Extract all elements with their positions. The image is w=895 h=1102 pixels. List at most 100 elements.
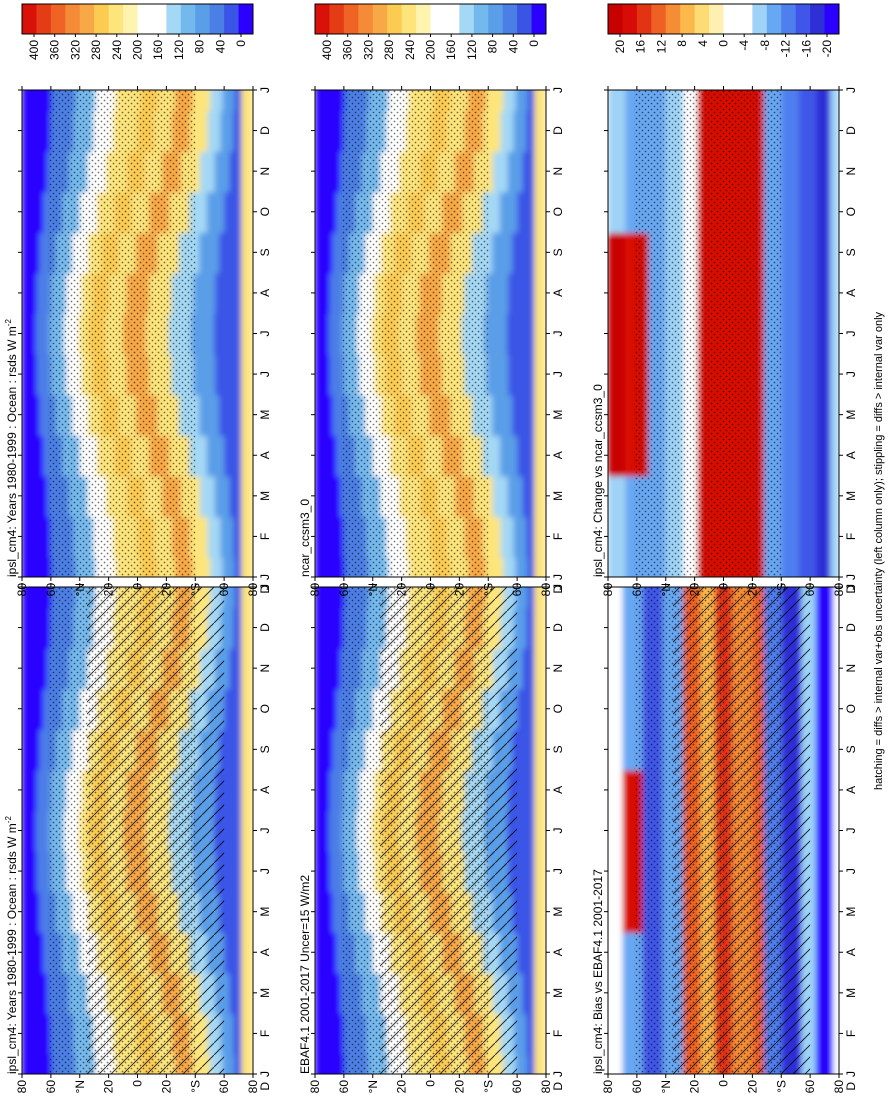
heatmap-cell — [526, 1013, 535, 1055]
heatmap-cell — [503, 556, 516, 577]
heatmap-cell — [199, 394, 219, 436]
month-tick-label: J — [551, 371, 565, 377]
colorbar-swatch — [22, 4, 37, 34]
heatmap-cell — [534, 475, 546, 518]
lat-tick-label: 60 — [44, 583, 58, 597]
lat-tick-label: 20 — [395, 1080, 409, 1094]
heatmap-cell — [517, 434, 535, 477]
heatmap-cell — [781, 272, 799, 315]
heatmap-cell — [241, 353, 253, 396]
heatmap-cell — [798, 191, 816, 234]
heatmap-cell — [526, 110, 535, 152]
month-tick-label: N — [844, 167, 858, 176]
colorbar-tick-label: -20 — [820, 40, 834, 58]
heatmap-cell — [815, 394, 831, 436]
heatmap-cell — [522, 150, 535, 193]
colorbar-tick-label: 16 — [634, 40, 648, 54]
month-tick-label: J — [258, 584, 272, 590]
heatmap-cell — [315, 90, 345, 112]
heatmap-cell — [527, 587, 535, 609]
heatmap-cell — [241, 729, 253, 771]
heatmap-cell — [241, 607, 253, 649]
colorbar-swatch — [151, 4, 167, 34]
heatmap-cell — [222, 90, 235, 112]
colorbar-swatch — [430, 4, 446, 34]
heatmap-cell — [833, 607, 839, 649]
heatmap-cell — [781, 516, 799, 558]
lat-tick-label: 60 — [630, 1080, 644, 1094]
colorbar-tick-label: 120 — [465, 40, 479, 60]
colorbar-swatch — [372, 4, 388, 34]
heatmap-cell — [534, 394, 546, 436]
month-tick-label: M — [844, 410, 858, 420]
heatmap-cell — [22, 556, 52, 577]
heatmap-cell — [224, 931, 242, 974]
panel-title: EBAF4.1 2001-2017 Uncer=15 W/m2 — [298, 875, 312, 1074]
colorbar-swatch — [50, 4, 66, 34]
month-tick-label: J — [258, 574, 272, 580]
colorbar-swatch — [387, 4, 403, 34]
lat-tick-label: 60 — [803, 583, 817, 597]
month-tick-label: M — [258, 907, 272, 917]
colorbar-swatch — [766, 4, 782, 34]
heatmap-cell — [192, 556, 211, 577]
month-tick-label: D — [551, 623, 565, 632]
heatmap-cell — [781, 232, 799, 274]
heatmap-cell — [241, 972, 253, 1015]
heatmap-cell — [22, 394, 40, 436]
heatmap-cell — [833, 688, 839, 731]
heatmap-cell — [608, 394, 626, 436]
heatmap-cell — [507, 475, 523, 518]
heatmap-cell — [234, 1053, 242, 1074]
month-tick-label: J — [551, 868, 565, 874]
heatmap-cell — [781, 150, 799, 193]
month-tick-label: D — [551, 126, 565, 135]
month-tick-label: F — [844, 1030, 858, 1037]
month-tick-label: N — [844, 664, 858, 673]
colorbar-tick-label: 120 — [172, 40, 186, 60]
month-tick-label: M — [551, 988, 565, 998]
heatmap-cell — [503, 90, 516, 112]
heatmap-cell — [241, 191, 253, 234]
heatmap-cell — [193, 272, 216, 315]
heatmap-cell — [608, 232, 626, 274]
month-tick-label: J — [844, 1071, 858, 1077]
heatmap-cell — [241, 769, 253, 812]
heatmap-cell — [214, 150, 230, 193]
month-start-label: D — [844, 1082, 858, 1091]
month-tick-label: J — [844, 331, 858, 337]
month-tick-label: N — [258, 664, 272, 673]
colorbar-top-right: 400 360 320 280 240 200 160 120 80 40 0 — [21, 3, 254, 60]
lat-tick-label: 0 — [131, 1080, 145, 1087]
panels-layer: 80 60 °N 20 0 20 °S 60 80JFMAMJJASONDJDipsl_cm4:… — [4, 3, 858, 1094]
heatmap-cell — [534, 931, 546, 974]
lat-tick-label: °N — [73, 583, 87, 596]
month-tick-label: S — [551, 745, 565, 753]
heatmap-cell — [513, 110, 527, 152]
month-tick-label: M — [844, 907, 858, 917]
month-tick-label: A — [844, 786, 858, 794]
heatmap-cell — [534, 90, 546, 112]
colorbar-swatch — [224, 4, 240, 34]
lat-tick-label: 20 — [395, 583, 409, 597]
heatmap-cell — [815, 475, 831, 518]
heatmap-cell — [815, 90, 831, 112]
colorbar-tick-label: 20 — [613, 40, 627, 54]
heatmap-cell — [608, 475, 626, 518]
heatmap-cell — [315, 850, 330, 893]
colorbar-swatch — [709, 4, 724, 34]
month-tick-label: A — [551, 948, 565, 956]
heatmap-cell — [22, 516, 51, 558]
heatmap-cell — [534, 850, 546, 893]
heatmap-cell — [522, 475, 535, 518]
hatching-overlay — [672, 587, 811, 1074]
heatmap-cell — [506, 313, 535, 355]
colorbar-swatch — [343, 4, 359, 34]
heatmap-cell — [315, 931, 337, 974]
heatmap-cell — [22, 931, 44, 974]
heatmap-cell — [608, 729, 623, 771]
heatmap-cell — [315, 272, 330, 315]
heatmap-cell — [608, 313, 626, 355]
heatmap-cell — [22, 729, 40, 771]
heatmap-cell — [608, 434, 626, 477]
